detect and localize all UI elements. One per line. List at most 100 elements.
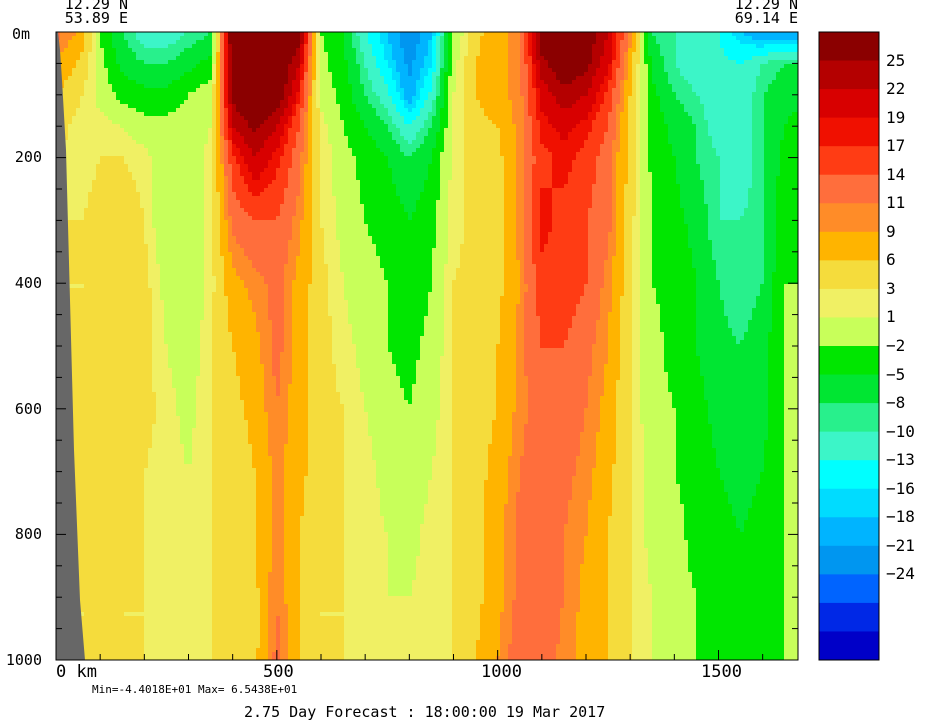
heatmap-cell [388,88,392,92]
heatmap-cell [628,88,632,92]
heatmap-cell [196,88,200,92]
heatmap-cell [220,56,224,60]
heatmap-cell [228,36,232,40]
heatmap-cell [636,104,640,108]
heatmap-cell [536,40,540,44]
heatmap-cell [112,72,116,76]
heatmap-cell [632,36,636,40]
heatmap-cell [612,44,616,48]
heatmap-cell [596,52,600,56]
heatmap-cell [60,44,64,48]
heatmap-cell [472,84,476,88]
heatmap-cell [516,64,520,68]
heatmap-cell [536,88,540,92]
heatmap-cell [272,64,276,68]
heatmap-cell [196,68,200,72]
heatmap-cell [216,44,220,48]
heatmap-cell [460,104,464,108]
heatmap-cell [556,60,560,64]
heatmap-cell [560,52,564,56]
heatmap-cell [476,32,480,36]
heatmap-cell [132,76,136,80]
heatmap-cell [656,40,660,44]
heatmap-cell [572,100,576,104]
heatmap-cell [668,76,672,80]
heatmap-cell [600,60,604,64]
heatmap-cell [340,96,344,100]
heatmap-cell [276,76,280,80]
heatmap-cell [656,56,660,60]
heatmap-cell [364,52,368,56]
heatmap-cell [288,108,292,112]
heatmap-cell [616,92,620,96]
heatmap-cell [328,104,332,108]
heatmap-cell [128,72,132,76]
heatmap-cell [76,36,80,40]
heatmap-cell [372,68,376,72]
heatmap-cell [228,44,232,48]
heatmap-cell [228,48,232,52]
heatmap-cell [488,80,492,84]
heatmap-cell [160,36,164,40]
heatmap-cell [272,60,276,64]
heatmap-cell [332,44,336,48]
heatmap-cell [152,80,156,84]
heatmap-cell [184,96,188,100]
heatmap-cell [500,52,504,56]
heatmap-cell [744,44,748,48]
heatmap-cell [540,80,544,84]
heatmap-cell [672,96,676,100]
heatmap-cell [384,36,388,40]
heatmap-cell [192,36,196,40]
heatmap-cell [308,32,312,36]
heatmap-cell [668,84,672,88]
heatmap-cell [124,52,128,56]
heatmap-cell [616,68,620,72]
heatmap-cell [480,64,484,68]
heatmap-cell [580,76,584,80]
heatmap-cell [564,40,568,44]
heatmap-cell [600,32,604,36]
heatmap-cell [664,80,668,84]
heatmap-cell [356,56,360,60]
heatmap-cell [228,52,232,56]
heatmap-cell [404,36,408,40]
heatmap-cell [204,88,208,92]
heatmap-cell [252,40,256,44]
heatmap-cell [792,48,796,52]
heatmap-cell [360,100,364,104]
heatmap-cell [452,104,456,108]
heatmap-cell [232,100,236,104]
heatmap-cell [212,76,216,80]
heatmap-cell [404,32,408,36]
heatmap-cell [100,80,104,84]
heatmap-cell [552,56,556,60]
heatmap-cell [244,68,248,72]
heatmap-cell [292,60,296,64]
heatmap-cell [708,60,712,64]
heatmap-cell [344,108,348,112]
heatmap-cell [244,92,248,96]
heatmap-cell [732,64,736,68]
heatmap-cell [168,108,172,112]
heatmap-cell [276,36,280,40]
heatmap-cell [788,44,792,48]
heatmap-cell [348,104,352,108]
heatmap-cell [412,80,416,84]
heatmap-cell [428,88,432,92]
heatmap-cell [112,80,116,84]
heatmap-cell [776,72,780,76]
heatmap-cell [80,36,84,40]
heatmap-cell [644,32,648,36]
heatmap-cell [468,32,472,36]
heatmap-cell [136,104,140,108]
heatmap-cell [176,40,180,44]
heatmap-cell [508,100,512,104]
heatmap-cell [232,56,236,60]
heatmap-cell [316,76,320,80]
heatmap-cell [548,68,552,72]
heatmap-cell [144,68,148,72]
heatmap-cell [544,60,548,64]
heatmap-cell [192,52,196,56]
heatmap-cell [428,44,432,48]
